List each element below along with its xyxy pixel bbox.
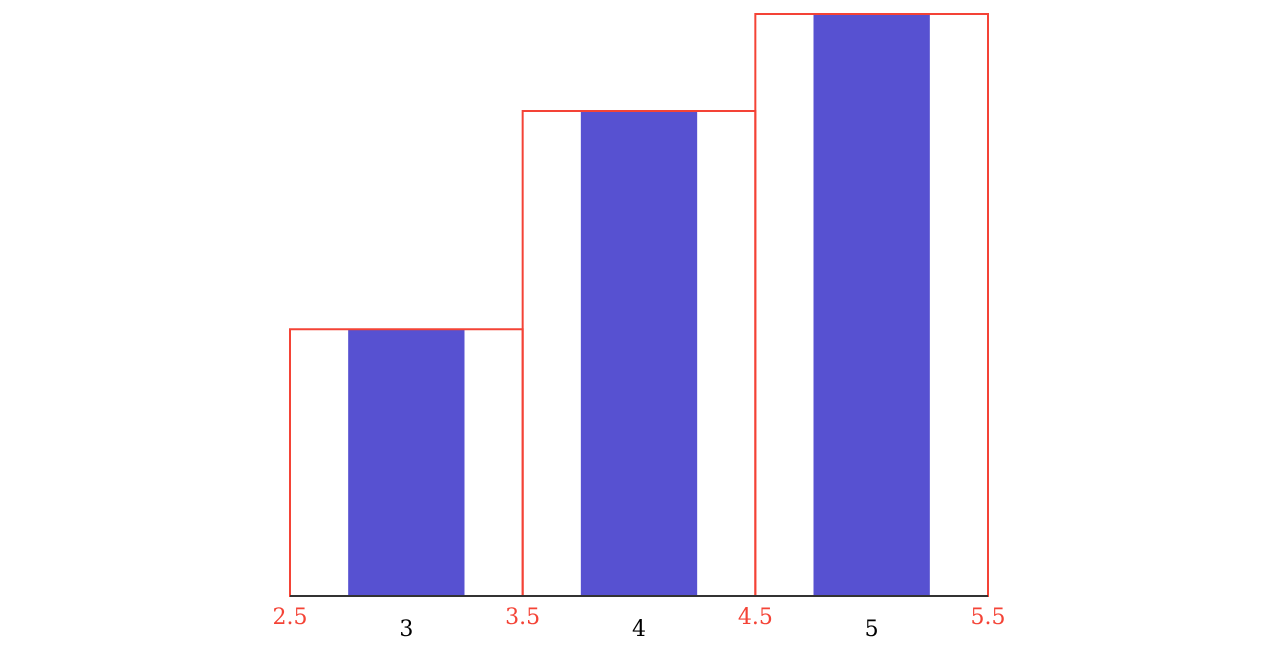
bin-edge-label: 2.5: [273, 605, 308, 630]
bar: [813, 14, 930, 596]
bin-edge-label: 3.5: [505, 605, 540, 630]
bin-edge-label: 5.5: [971, 605, 1006, 630]
bar: [580, 111, 698, 596]
x-tick-label: 4: [632, 617, 646, 642]
bin-edge-label: 4.5: [738, 605, 773, 630]
bar: [348, 329, 465, 596]
x-tick-label: 5: [865, 617, 879, 642]
x-tick-label: 3: [399, 617, 413, 642]
